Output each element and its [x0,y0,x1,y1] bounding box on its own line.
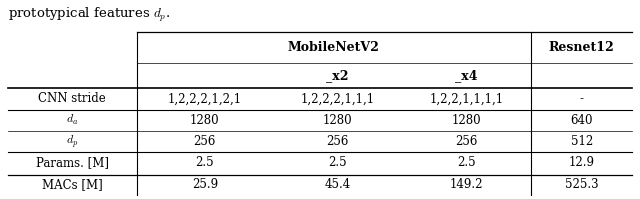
Text: 1,2,2,2,1,1,1: 1,2,2,2,1,1,1 [300,92,374,105]
Text: 2.5: 2.5 [328,156,347,170]
Text: 149.2: 149.2 [450,178,483,191]
Text: _x4: _x4 [455,69,478,82]
Text: 1280: 1280 [190,114,220,127]
Text: MACs [M]: MACs [M] [42,178,102,191]
Text: 256: 256 [194,135,216,148]
Text: 525.3: 525.3 [565,178,598,191]
Text: -: - [580,92,584,105]
Text: 45.4: 45.4 [324,178,351,191]
Text: 640: 640 [570,114,593,127]
Text: prototypical features $d_p$.: prototypical features $d_p$. [8,6,170,24]
Text: CNN stride: CNN stride [38,92,106,105]
Text: $d_p$: $d_p$ [66,133,78,150]
Text: _x2: _x2 [326,69,349,82]
Text: $d_a$: $d_a$ [66,113,79,127]
Text: 1,2,2,2,1,2,1: 1,2,2,2,1,2,1 [168,92,242,105]
Text: Resnet12: Resnet12 [549,41,614,54]
Text: MobileNetV2: MobileNetV2 [288,41,380,54]
Text: 2.5: 2.5 [457,156,476,170]
Text: 512: 512 [571,135,593,148]
Text: 1280: 1280 [323,114,352,127]
Text: 12.9: 12.9 [569,156,595,170]
Text: Params. [M]: Params. [M] [36,156,109,170]
Text: 256: 256 [326,135,349,148]
Text: 1280: 1280 [452,114,481,127]
Text: 256: 256 [456,135,477,148]
Text: 2.5: 2.5 [196,156,214,170]
Text: 1,2,2,1,1,1,1: 1,2,2,1,1,1,1 [429,92,504,105]
Text: 25.9: 25.9 [192,178,218,191]
